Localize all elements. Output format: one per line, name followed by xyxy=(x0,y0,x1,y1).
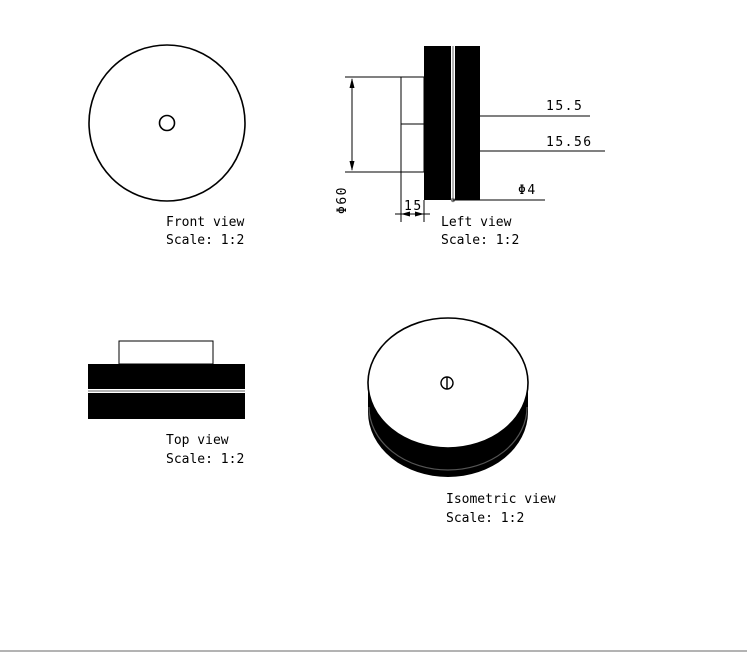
front-view-scale: Scale: 1:2 xyxy=(166,233,244,248)
left-view: Φ60 15 15.5 15.56 Φ4 Left view Scale: 1:… xyxy=(335,46,605,248)
isometric-view-title: Isometric view xyxy=(446,492,556,507)
isometric-view-seam xyxy=(368,406,528,471)
top-view: Top view Scale: 1:2 xyxy=(88,340,245,467)
top-view-scale: Scale: 1:2 xyxy=(166,452,244,467)
top-view-body-lower xyxy=(88,393,245,419)
dim-depth-text: 15 xyxy=(404,199,423,214)
dim-height-1-text: 15.5 xyxy=(546,99,583,114)
dim-depth-arrow-right xyxy=(415,211,424,217)
top-view-hub xyxy=(118,340,214,365)
isometric-view-scale: Scale: 1:2 xyxy=(446,511,524,526)
top-view-body-upper xyxy=(88,364,245,389)
dim-outer-diameter-arrow-bottom xyxy=(349,161,355,171)
dim-height-2-text: 15.56 xyxy=(546,135,593,150)
front-view-center-hole xyxy=(158,114,176,132)
left-view-body-left xyxy=(424,46,451,200)
front-view-outer-circle xyxy=(88,44,246,202)
dim-depth-arrow-left xyxy=(401,211,410,217)
front-view-title: Front view xyxy=(166,215,244,230)
front-view: Front view Scale: 1:2 xyxy=(88,44,246,248)
left-view-body-right xyxy=(455,46,480,200)
dim-hole-diameter-text: Φ4 xyxy=(518,183,537,198)
dim-outer-diameter-arrow-top xyxy=(349,78,355,88)
isometric-view: Isometric view Scale: 1:2 xyxy=(367,317,556,526)
isometric-view-top-face xyxy=(367,317,529,449)
top-view-title: Top view xyxy=(166,433,229,448)
dim-outer-diameter-text: Φ60 xyxy=(335,186,350,214)
left-view-scale: Scale: 1:2 xyxy=(441,233,519,248)
left-view-title: Left view xyxy=(441,215,512,230)
